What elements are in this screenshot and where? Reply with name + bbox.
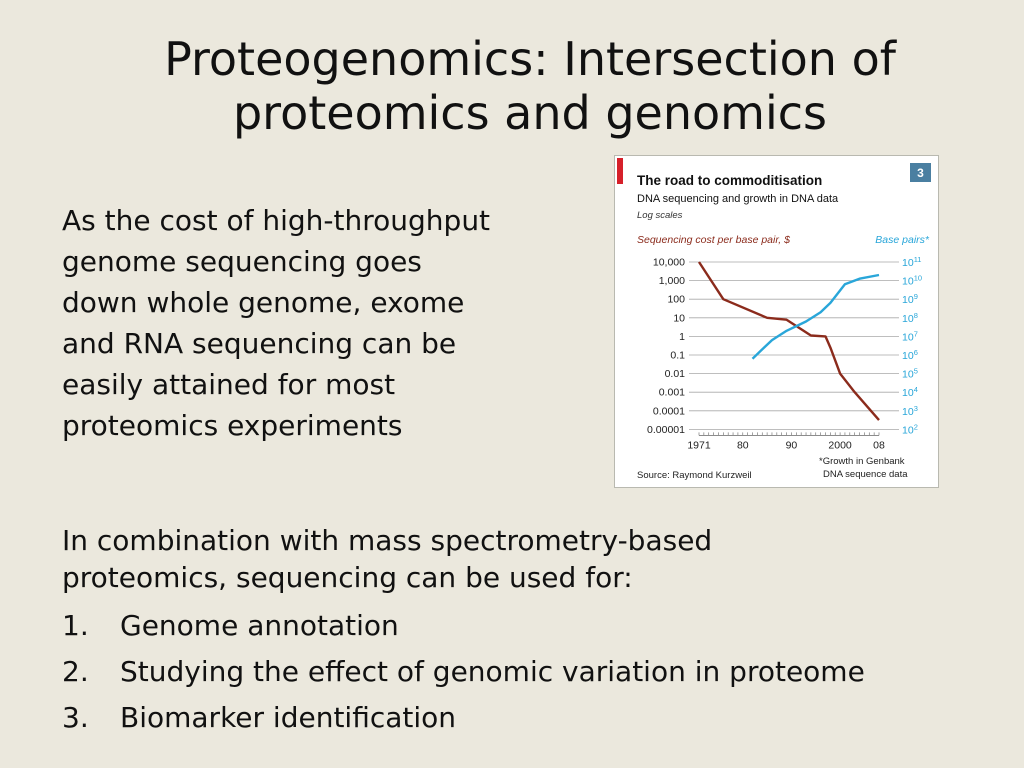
- x-axis: 1971 80 90 2000 08: [687, 432, 885, 451]
- left-axis-label: Sequencing cost per base pair, $: [637, 234, 790, 246]
- x-tick-label: 80: [737, 439, 749, 451]
- right-tick-label: 109: [902, 292, 918, 306]
- chart-canvas: The road to commoditisation DNA sequenci…: [617, 158, 931, 481]
- sequencing-chart: The road to commoditisation DNA sequenci…: [614, 155, 939, 488]
- chart-badge: [910, 163, 931, 182]
- left-tick-label: 10: [673, 312, 685, 324]
- left-tick-label: 0.01: [665, 368, 686, 380]
- right-tick-label: 104: [902, 385, 918, 399]
- left-tick-label: 0.0001: [653, 405, 685, 417]
- chart-title: The road to commoditisation: [637, 173, 822, 188]
- paragraph-line: easily attained for most: [62, 368, 396, 401]
- chart-badge-number: 3: [917, 166, 924, 180]
- paragraph-line: down whole genome, exome: [62, 286, 465, 319]
- x-tick-label: 1971: [687, 439, 711, 451]
- list-text: Genome annotation: [120, 608, 399, 642]
- usage-intro-line: proteomics, sequencing can be used for:: [62, 561, 633, 594]
- left-tick-label: 0.00001: [647, 424, 685, 436]
- chart-subtitle: DNA sequencing and growth in DNA data: [637, 193, 839, 205]
- right-axis-label: Base pairs*: [875, 234, 930, 246]
- right-tick-label: 102: [902, 422, 918, 436]
- paragraph-line: and RNA sequencing can be: [62, 327, 457, 360]
- right-tick-label: 106: [902, 348, 918, 362]
- list-item: 1. Genome annotation: [62, 602, 992, 648]
- chart-source: Source: Raymond Kurzweil: [637, 470, 752, 481]
- chart-footnote-line-1: *Growth in Genbank: [819, 456, 905, 467]
- slide-title: Proteogenomics: Intersection of proteomi…: [140, 32, 920, 140]
- paragraph-line: proteomics experiments: [62, 409, 403, 442]
- list-text: Studying the effect of genomic variation…: [120, 654, 865, 688]
- right-tick-label: 1011: [902, 255, 921, 269]
- series-line: [751, 273, 880, 360]
- list-number: 3.: [62, 700, 89, 734]
- list-item: 2. Studying the effect of genomic variat…: [62, 648, 992, 694]
- list-number: 1.: [62, 608, 89, 642]
- left-tick-label: 10,000: [653, 257, 685, 269]
- x-tick-label: 90: [786, 439, 798, 451]
- usage-intro: In combination with mass spectrometry-ba…: [62, 522, 992, 596]
- left-tick-labels: 10,000 1,000 100 10 1 0.1 0.01 0.001 0.0001 0.000…: [647, 257, 685, 436]
- usage-intro-line: In combination with mass spectrometry-ba…: [62, 524, 713, 557]
- right-tick-label: 103: [902, 404, 918, 418]
- intro-paragraph: As the cost of high-throughput genome se…: [62, 200, 582, 446]
- title-line-2: proteomics and genomics: [232, 86, 827, 140]
- left-tick-label: 100: [667, 294, 685, 306]
- x-tick-label: 2000: [828, 439, 852, 451]
- right-tick-label: 1010: [902, 274, 922, 288]
- series-layer: [697, 261, 880, 421]
- list-item: 3. Biomarker identification: [62, 694, 992, 740]
- right-tick-label: 105: [902, 367, 918, 381]
- paragraph-line: genome sequencing goes: [62, 245, 422, 278]
- series-line: [697, 261, 880, 421]
- left-tick-label: 1: [679, 331, 685, 343]
- list-text: Biomarker identification: [120, 700, 457, 734]
- left-tick-label: 0.1: [670, 350, 685, 362]
- paragraph-line: As the cost of high-throughput: [62, 204, 491, 237]
- chart-footnote-line-2: DNA sequence data: [823, 469, 908, 480]
- title-line-1: Proteogenomics: Intersection of: [164, 32, 896, 86]
- usage-section: In combination with mass spectrometry-ba…: [62, 522, 992, 740]
- usage-list: 1. Genome annotation 2. Studying the eff…: [62, 602, 992, 740]
- right-tick-label: 108: [902, 311, 918, 325]
- chart-scale-note: Log scales: [637, 210, 683, 221]
- chart-accent-bar: [617, 158, 623, 184]
- left-tick-label: 1,000: [659, 275, 685, 287]
- right-tick-labels: 1011 1010 109 108 107 106 105 104 103 102: [902, 255, 922, 436]
- right-tick-label: 107: [902, 329, 918, 343]
- x-tick-label: 08: [873, 439, 885, 451]
- list-number: 2.: [62, 654, 89, 688]
- left-tick-label: 0.001: [659, 387, 685, 399]
- gridlines: [689, 261, 899, 430]
